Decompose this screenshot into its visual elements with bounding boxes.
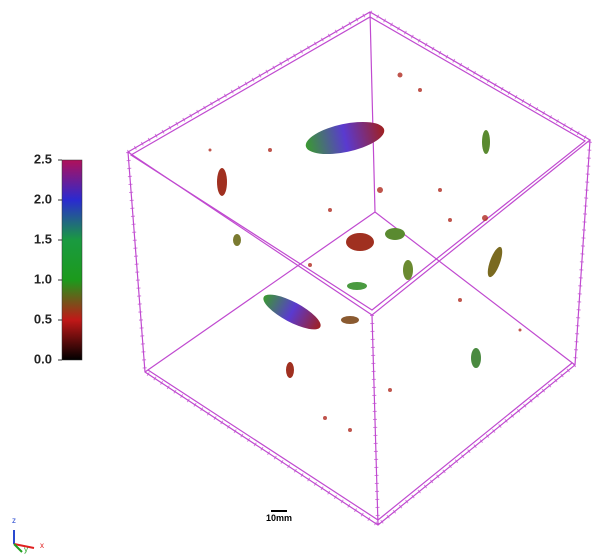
feature	[217, 168, 227, 196]
render-view: 0.0 0.5 1.0 1.5 2.0 2.5 10mm z x y	[0, 0, 595, 554]
feature	[482, 130, 490, 154]
volume-features	[209, 73, 522, 433]
colorbar-tick-label: 2.5	[34, 151, 52, 166]
feature	[347, 282, 367, 290]
colorbar-gradient	[62, 160, 82, 360]
colorbar-tick-label: 1.0	[34, 271, 52, 286]
colorbar-tick-label: 2.0	[34, 191, 52, 206]
colorbar-tick-label: 1.5	[34, 231, 52, 246]
axis-label: x	[40, 541, 44, 550]
colorbar-tick-label: 0.0	[34, 351, 52, 366]
feature	[403, 260, 413, 280]
colorbar: 0.0 0.5 1.0 1.5 2.0 2.5	[34, 151, 82, 366]
colorbar-tick-label: 0.5	[34, 311, 52, 326]
feature	[233, 234, 241, 246]
feature	[346, 233, 374, 251]
scale-bar-label: 10mm	[266, 513, 292, 523]
feature	[341, 316, 359, 324]
volume-cube	[128, 12, 590, 525]
axis-label: y	[24, 545, 28, 554]
scale-bar: 10mm	[266, 511, 292, 523]
feature	[286, 362, 294, 378]
feature	[303, 116, 387, 160]
feature	[471, 348, 481, 368]
feature	[259, 288, 325, 336]
axes-triad: z x y	[12, 516, 44, 554]
feature	[485, 245, 505, 278]
axis-label: z	[12, 516, 16, 525]
feature	[385, 228, 405, 240]
